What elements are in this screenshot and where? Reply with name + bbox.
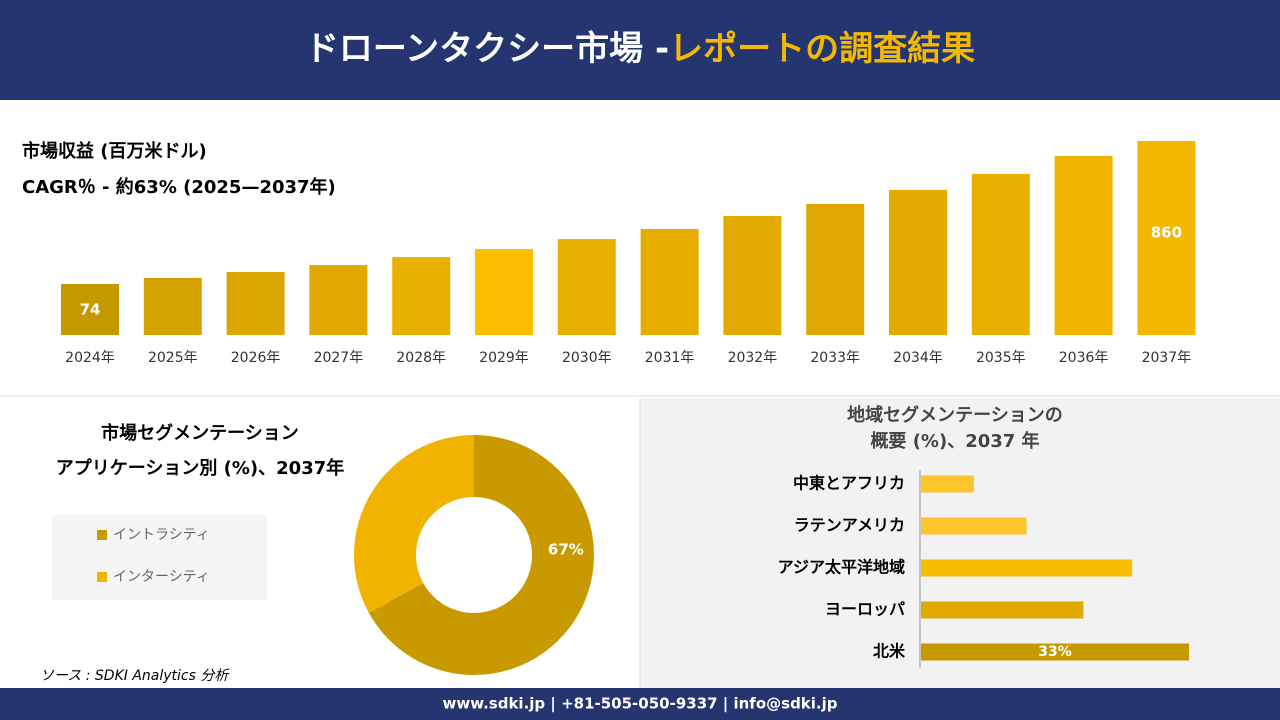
x-tick-label: 2027年 (314, 350, 364, 366)
x-tick-label: 2033年 (810, 350, 860, 366)
bar (971, 173, 1030, 335)
header-title: ドローンタクシー市場 -レポートの調査結果 (305, 29, 975, 69)
value-label: 67% (548, 540, 584, 558)
footer-contact: www.sdki.jp | +81-505-050-9337 | info@sd… (442, 695, 837, 714)
chart-subtitle: アプリケーション別 (%)、2037年 (56, 457, 345, 479)
x-tick-label: 2035年 (976, 350, 1026, 366)
bar (226, 271, 285, 335)
bar (557, 239, 616, 335)
bar (1054, 155, 1113, 335)
x-tick-label: 2024年 (65, 350, 115, 366)
x-tick-label: 2031年 (645, 350, 695, 366)
legend-swatch (97, 530, 107, 540)
value-label: 74 (80, 301, 101, 319)
x-tick-label: 2034年 (893, 350, 943, 366)
value-label: 860 (1151, 224, 1182, 242)
x-tick-label: 2036年 (1059, 350, 1109, 366)
bar (889, 189, 947, 335)
chart-title: 市場セグメンテーション (101, 422, 299, 444)
chart-title: 市場収益 (百万米ドル) (22, 140, 207, 162)
legend-swatch (97, 572, 107, 582)
bar (723, 215, 782, 335)
x-tick-label: 2028年 (396, 350, 446, 366)
legend-box (52, 515, 267, 600)
bar (1137, 141, 1196, 335)
donut-slice (368, 435, 594, 676)
value-label: 33% (1038, 644, 1072, 660)
y-tick-label: アジア太平洋地域 (778, 558, 905, 577)
bar (640, 229, 699, 335)
bar (475, 249, 533, 335)
bar (921, 517, 1027, 535)
x-tick-label: 2032年 (728, 350, 778, 366)
bar (921, 643, 1189, 661)
right-panel (640, 398, 1280, 688)
x-tick-label: 2030年 (562, 350, 612, 366)
y-tick-label: 北米 (873, 642, 906, 661)
x-tick-label: 2026年 (231, 350, 281, 366)
x-tick-label: 2025年 (148, 350, 198, 366)
bar (309, 265, 368, 335)
header-bar (0, 0, 1280, 100)
source-note: ソース : SDKI Analytics 分析 (40, 668, 230, 684)
header-title-highlight: レポートの調査結果 (669, 29, 975, 69)
legend-label: インターシティ (113, 569, 210, 585)
bar (921, 475, 974, 493)
chart-subtitle: CAGR％ - 約63% (2025—2037年) (22, 176, 336, 198)
legend-label: イントラシティ (113, 527, 210, 543)
y-tick-label: 中東とアフリカ (793, 474, 905, 493)
x-tick-label: 2029年 (479, 350, 529, 366)
y-tick-label: ヨーロッパ (825, 600, 905, 619)
bar (143, 277, 202, 335)
header-title-main: ドローンタクシー市場 - (305, 29, 669, 69)
bar (392, 257, 451, 335)
bar (921, 559, 1133, 577)
chart-subtitle: 概要 (%)、2037 年 (870, 430, 1039, 452)
bar (806, 203, 865, 335)
y-tick-label: ラテンアメリカ (794, 516, 905, 535)
x-tick-label: 2037年 (1142, 350, 1192, 366)
bar (921, 601, 1084, 619)
bar (61, 284, 119, 335)
footer-bar (0, 688, 1280, 720)
donut-slice (354, 435, 474, 613)
chart-title: 地域セグメンテーションの (847, 404, 1063, 426)
